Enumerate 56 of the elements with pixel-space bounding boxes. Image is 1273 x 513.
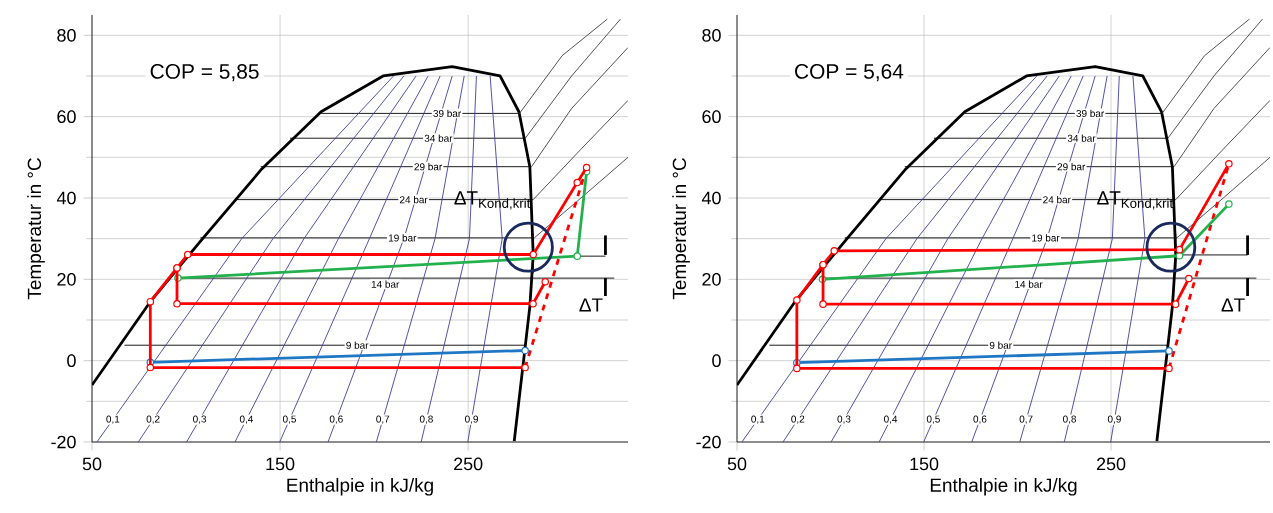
y-tick-label: 60 [702, 110, 721, 124]
annotation: 34 bar [424, 134, 453, 142]
x-tick-label: 50 [727, 457, 747, 471]
annotation: 9 bar [346, 341, 369, 349]
annotation: 0,6 [973, 415, 987, 424]
annotation: 0,3 [837, 415, 851, 424]
y-tick-label: -20 [51, 435, 76, 449]
y-tick-label: -20 [696, 435, 721, 449]
y-tick-label: 60 [57, 110, 76, 124]
y-tick-label: 0 [712, 354, 721, 368]
y-tick-label: 20 [57, 272, 76, 286]
y-axis-title: Temperatur in °C [27, 158, 45, 300]
annotation: 0,1 [106, 415, 120, 424]
annotation: 29 bar [414, 163, 443, 171]
annotation: 14 bar [371, 280, 400, 288]
annotation: 0,9 [1107, 415, 1121, 424]
annotation: 0,2 [791, 415, 805, 424]
x-axis-title: Enthalpie in kJ/kg [930, 477, 1077, 496]
y-tick-label: 0 [67, 354, 76, 368]
x-axis-title: Enthalpie in kJ/kg [287, 477, 433, 496]
x-tick-label: 50 [82, 457, 102, 471]
annotation: COP = 5,85 [150, 64, 259, 82]
x-tick-label: 250 [454, 457, 483, 471]
annotation: ΔT [1221, 298, 1245, 312]
annotation: 0,3 [193, 415, 207, 424]
annotation: 0,8 [419, 415, 433, 424]
y-tick-label: 20 [702, 272, 721, 286]
annotation: 39 bar [433, 109, 462, 118]
annotation: 0,7 [1019, 415, 1033, 424]
annotation: 24 bar [399, 195, 428, 204]
annotation: COP = 5,64 [795, 64, 904, 82]
x-tick-label: 250 [1096, 457, 1126, 471]
annotation: 24 bar [1043, 195, 1071, 204]
x-tick-label: 150 [910, 457, 939, 471]
annotation: 39 bar [1076, 109, 1105, 118]
annotation: 0,2 [146, 415, 160, 424]
y-tick-label: 80 [57, 28, 76, 42]
annotation: 14 bar [1015, 280, 1043, 288]
y-tick-label: 40 [56, 191, 76, 205]
annotation: 0,4 [239, 415, 254, 424]
annotation: 0,1 [751, 415, 765, 424]
y-tick-label: 40 [701, 191, 721, 205]
annotation: 29 bar [1057, 163, 1086, 171]
annotation: 0,9 [464, 415, 478, 424]
annotation: 0,7 [376, 415, 390, 424]
annotation: 0,6 [329, 415, 343, 424]
annotation: 0,4 [884, 415, 898, 424]
y-tick-label: 80 [702, 28, 721, 42]
annotation: 0,5 [282, 415, 296, 424]
annotation: 9 bar [989, 341, 1012, 349]
annotation: ΔT [579, 298, 603, 312]
y-axis-title: Temperatur in °C [672, 158, 690, 300]
annotation: 0,5 [926, 415, 940, 424]
x-tick-label: 150 [266, 457, 295, 471]
annotation: 34 bar [1067, 134, 1096, 142]
annotation: 0,8 [1062, 415, 1077, 424]
